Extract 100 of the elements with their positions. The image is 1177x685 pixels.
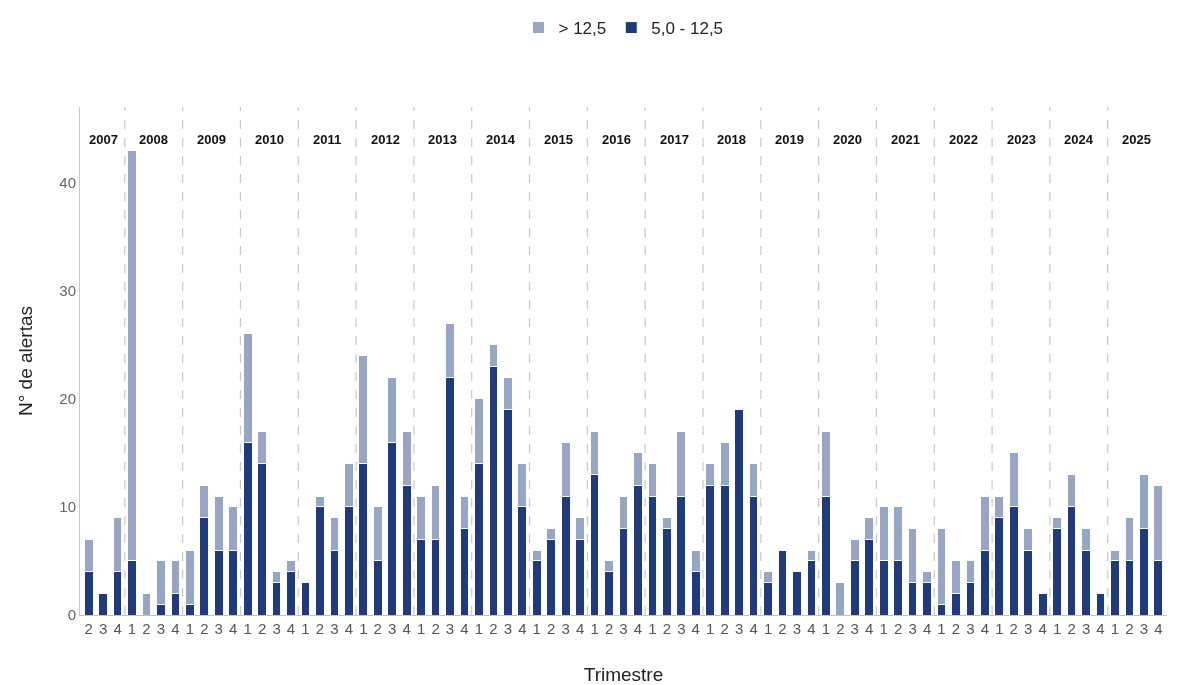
x-tick-label: 3 [503,620,513,637]
x-tick-label: 3 [677,620,686,637]
y-tick-label: 40 [59,173,76,191]
bar [98,592,108,615]
x-tick-label: 1 [1052,620,1062,637]
x-axis-title: Trimestre [583,664,664,685]
annotation: 2014 [486,132,516,147]
x-tick-label: 1 [590,620,599,637]
y-tick-label: 30 [59,281,76,299]
legend-label: 5,0 - 12,5 [651,19,724,39]
x-tick-label: 2 [836,620,845,637]
bar [1095,592,1106,615]
x-tick-label: 4 [865,620,874,637]
x-tick-label: 4 [980,620,990,637]
annotation: 2022 [949,132,978,147]
x-tick-label: 4 [1096,620,1105,637]
x-tick-label: 4 [922,620,932,637]
annotation: 2008 [139,132,168,147]
x-tick-label: 2 [547,620,556,637]
x-tick-label: 3 [734,620,744,637]
annotation: 2024 [1064,132,1094,147]
x-tick-label: 1 [243,620,252,637]
x-tick-label: 4 [518,620,527,637]
y-tick-label: 0 [67,606,76,624]
x-tick-label: 1 [301,620,310,637]
y-tick-label: 10 [59,498,76,516]
x-tick-label: 4 [1038,620,1047,637]
annotation: 2021 [891,132,920,147]
x-tick-label: 1 [416,620,426,637]
x-tick-label: 4 [286,620,296,637]
x-tick-label: 2 [257,620,267,637]
x-tick-label: 4 [171,620,180,637]
x-tick-label: 3 [330,620,339,637]
x-tick-label: 2 [431,620,440,637]
x-tick-label: 3 [272,620,281,637]
x-tick-label: 3 [850,620,859,637]
x-tick-label: 1 [706,620,715,637]
bar [792,571,802,615]
x-tick-label: 4 [575,620,585,637]
bar [141,592,152,615]
bar [835,582,846,615]
x-tick-label: 3 [792,620,802,637]
bar [1037,592,1048,615]
x-tick-label: 4 [1154,620,1163,637]
x-tick-label: 1 [474,620,484,637]
x-tick-label: 1 [127,620,137,637]
x-tick-label: 4 [229,620,238,637]
annotation: 2025 [1122,132,1151,147]
x-tick-label: 1 [1110,620,1120,637]
x-tick-label: 2 [662,620,672,637]
x-tick-label: 3 [966,620,975,637]
x-tick-label: 1 [937,620,946,637]
x-tick-label: 2 [1125,620,1134,637]
x-tick-label: 3 [388,620,397,637]
x-tick-label: 4 [633,620,643,637]
legend-label: > 12,5 [558,19,607,39]
bar [300,582,311,615]
x-tick-label: 4 [460,620,469,637]
x-tick-label: 3 [1081,620,1091,637]
x-tick-label: 3 [1139,620,1149,637]
x-tick-label: 4 [113,620,122,637]
x-tick-label: 2 [1067,620,1076,637]
annotation: 2017 [660,132,689,147]
x-tick-label: 4 [807,620,816,637]
x-tick-label: 4 [402,620,411,637]
x-tick-label: 3 [156,620,166,637]
x-tick-label: 3 [561,620,570,637]
annotation: 2018 [717,132,746,147]
x-tick-label: 4 [691,620,700,637]
x-tick-label: 4 [344,620,354,637]
x-tick-label: 2 [489,620,498,637]
x-tick-label: 3 [98,620,108,637]
x-tick-label: 2 [604,620,614,637]
x-tick-label: 1 [995,620,1004,637]
annotation: 2023 [1007,132,1036,147]
x-tick-label: 3 [908,620,917,637]
bar [734,409,744,615]
x-tick-label: 2 [200,620,209,637]
x-tick-label: 2 [893,620,903,637]
annotation: 2019 [775,132,804,147]
annotation: 2013 [428,132,457,147]
x-tick-label: 2 [373,620,382,637]
x-tick-label: 3 [445,620,455,637]
x-tick-label: 1 [359,620,368,637]
annotation: 2009 [197,132,226,147]
x-tick-label: 2 [315,620,325,637]
x-tick-label: 2 [951,620,961,637]
y-tick-label: 20 [59,390,76,408]
annotation: 2020 [833,132,862,147]
x-tick-label: 3 [619,620,628,637]
x-tick-label: 2 [720,620,729,637]
x-tick-label: 3 [214,620,223,637]
x-tick-label: 2 [142,620,151,637]
annotation: 2016 [602,132,631,147]
annotation: 2012 [371,132,400,147]
x-tick-label: 2 [1009,620,1018,637]
bar [777,549,788,615]
x-tick-label: 2 [778,620,787,637]
annotation: 2011 [313,132,342,147]
x-tick-label: 3 [1024,620,1033,637]
